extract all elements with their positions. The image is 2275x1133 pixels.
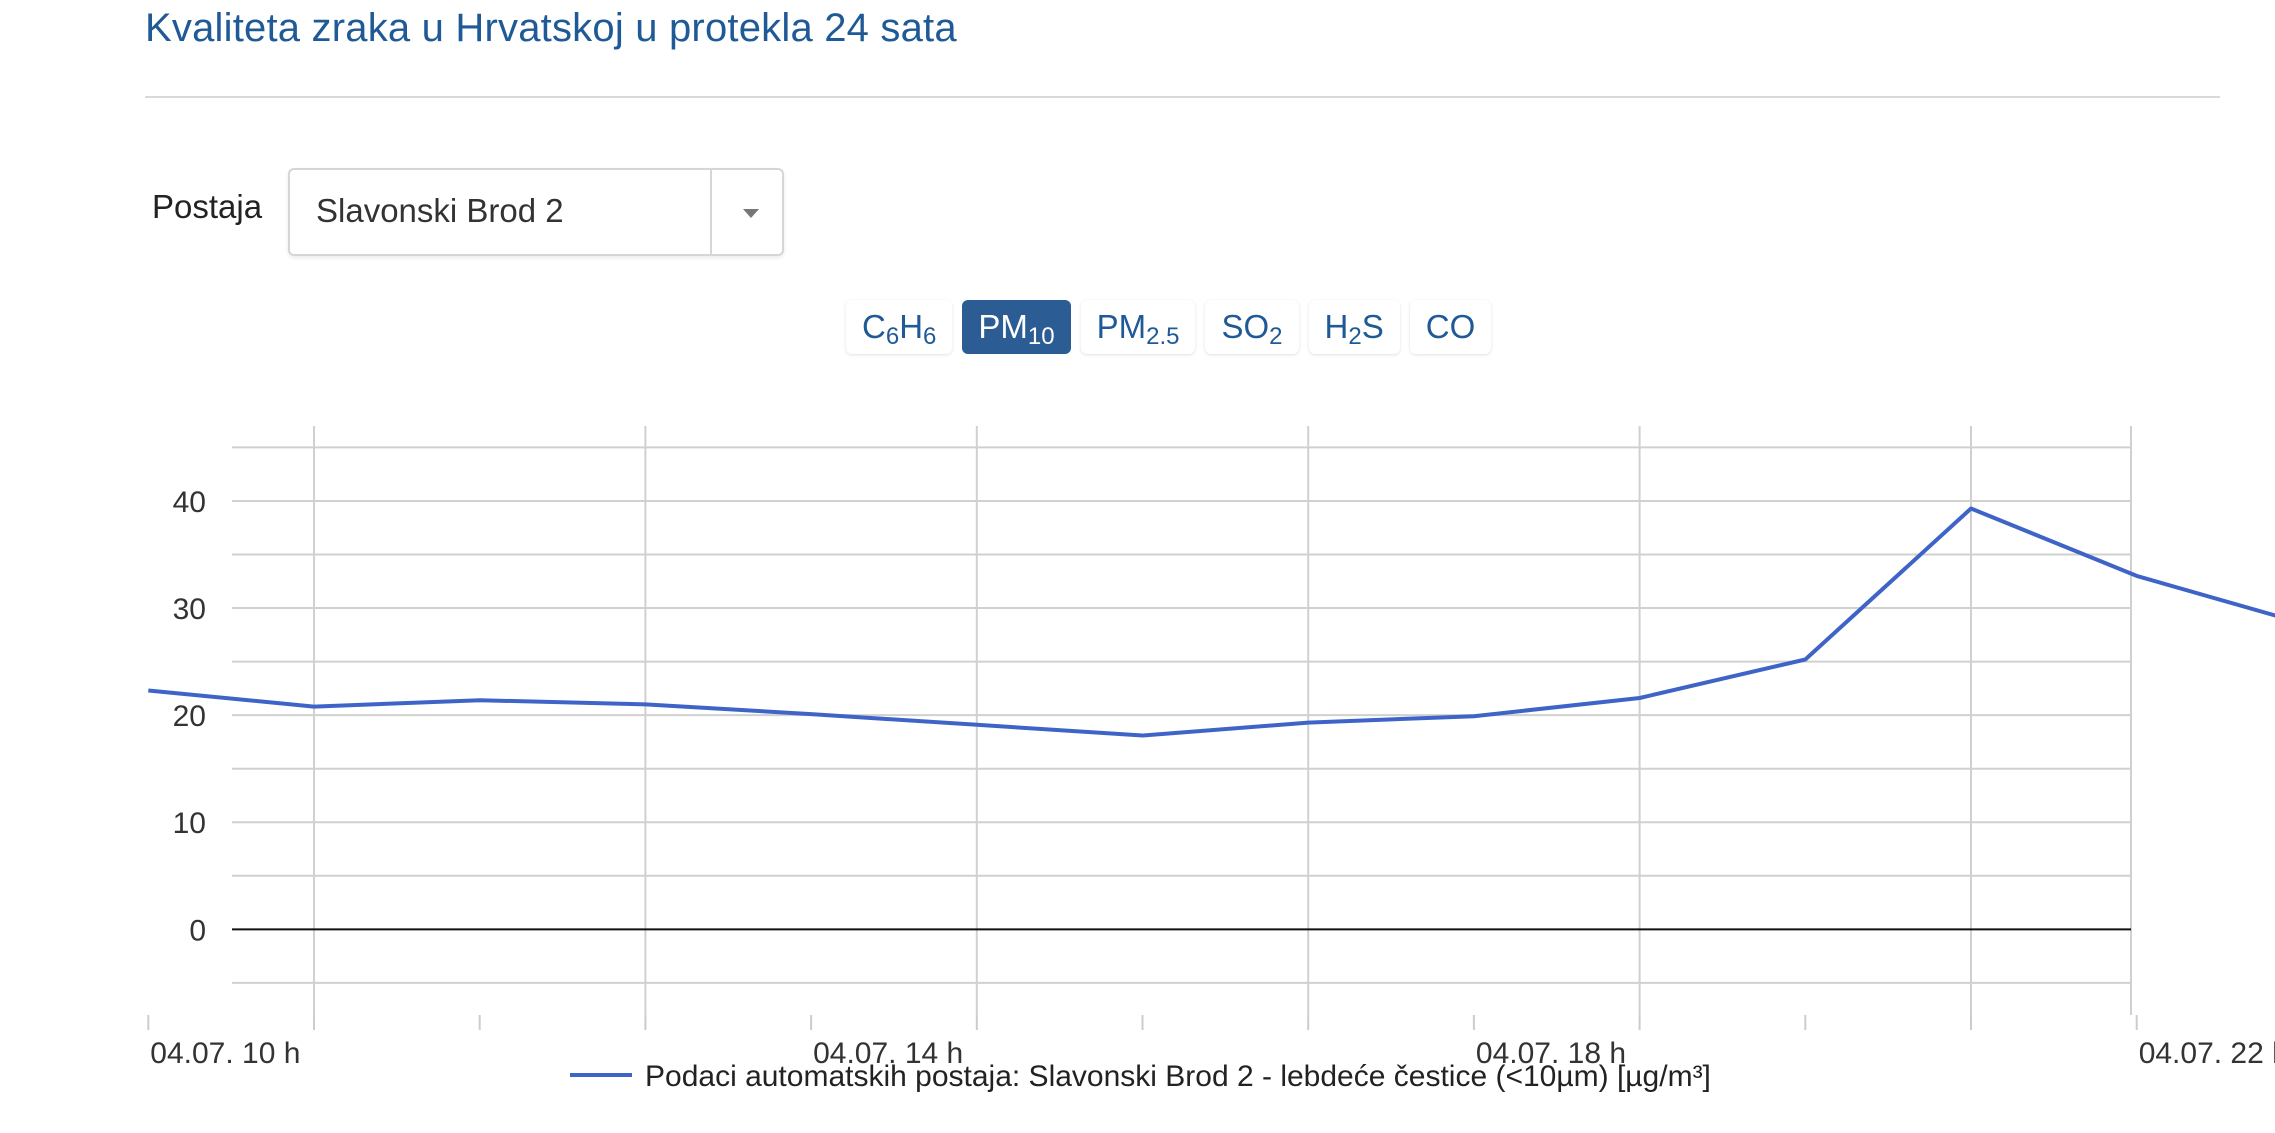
y-tick-label: 30	[173, 593, 206, 626]
tab-pm10[interactable]: PM10	[962, 300, 1071, 354]
station-select[interactable]: Slavonski Brod 2	[288, 168, 784, 256]
x-tick-label: 04.07. 14 h	[813, 1037, 963, 1070]
x-tick-label: 04.07. 10 h	[150, 1037, 300, 1070]
y-tick-label: 40	[173, 486, 206, 519]
title-divider	[145, 96, 2220, 98]
x-tick-label: 04.07. 18 h	[1476, 1037, 1626, 1070]
chart-legend: Podaci automatskih postaja: Slavonski Br…	[570, 1060, 1711, 1093]
y-tick-label: 20	[173, 700, 206, 733]
page-title: Kvaliteta zraka u Hrvatskoj u protekla 2…	[145, 6, 957, 50]
station-select-value: Slavonski Brod 2	[316, 192, 564, 229]
chevron-down-icon[interactable]	[736, 198, 766, 228]
pollutant-tabs: C6H6 PM10 PM2.5 SO2 H2S CO	[846, 300, 1492, 354]
tab-pm25[interactable]: PM2.5	[1080, 300, 1196, 354]
tab-h2s[interactable]: H2S	[1308, 300, 1400, 354]
tab-c6h6[interactable]: C6H6	[846, 300, 953, 354]
chart-series	[148, 506, 2275, 738]
station-label: Postaja	[152, 188, 263, 225]
x-tick-label: 04.07. 22 h	[2139, 1037, 2275, 1070]
series-line	[148, 506, 2275, 738]
y-tick-label: 0	[189, 914, 206, 947]
tab-so2[interactable]: SO2	[1205, 300, 1299, 354]
select-divider	[710, 170, 712, 254]
chart-axes: 0 10 20 30 40 04.07. 10 h 04.07. 14 h 04.07. 18…	[147, 486, 2275, 1070]
legend-label: Podaci automatskih postaja: Slavonski Br…	[645, 1060, 1711, 1093]
chart-grid	[232, 426, 2132, 1015]
tab-co[interactable]: CO	[1409, 300, 1492, 354]
pm10-line-chart: 0 10 20 30 40 04.07. 10 h 04.07. 14 h 04.07. 18…	[147, 426, 2275, 1093]
y-tick-label: 10	[173, 807, 206, 840]
